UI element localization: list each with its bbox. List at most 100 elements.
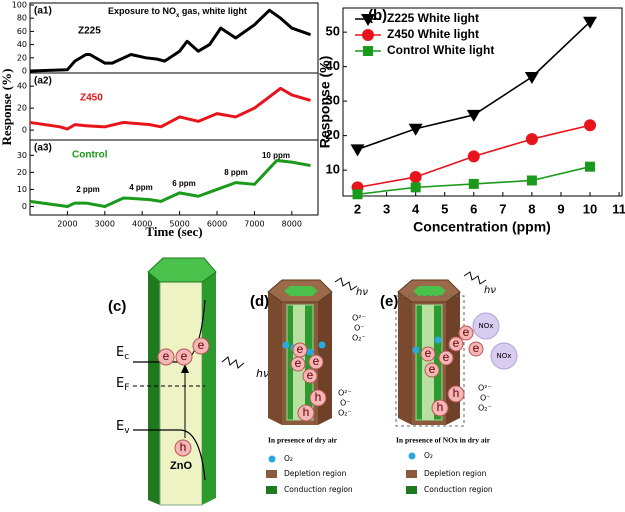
annotation-part: Exposure to NO [108, 6, 176, 16]
diagram-c: (c) Ec EF Ev e e e h ZnO hν [108, 257, 269, 506]
o2-dot [306, 348, 314, 356]
diagram-d: (d) e e e e h h O²⁻ O⁻ O₂⁻ O²⁻ O⁻ O₂⁻ hν… [250, 277, 368, 494]
legend-label: Z450 White light [387, 27, 479, 41]
hole-label: h [437, 400, 444, 414]
panel-label: (a3) [34, 143, 52, 154]
hole [309, 389, 327, 407]
electron-label: e [473, 341, 480, 355]
subscript: F [124, 383, 129, 393]
photon-wave [463, 271, 487, 285]
y-tick-label: 60 [17, 27, 27, 36]
y-tick-label: 30 [17, 151, 27, 160]
marker [525, 133, 538, 146]
legend-swatch [268, 455, 276, 463]
ec-label: Ec [116, 345, 129, 362]
o2-dot [434, 336, 442, 344]
ef-label: EF [116, 376, 129, 393]
y-tick-label: 80 [17, 14, 27, 23]
valence-band [133, 429, 206, 481]
marker [524, 71, 539, 84]
species-label: O⁻ [340, 399, 351, 408]
core-top [413, 286, 446, 296]
marker [467, 150, 480, 163]
annotation: 8 ppm [224, 168, 248, 177]
electron [290, 356, 306, 372]
x-tick-label: 11 [612, 201, 625, 216]
hole [431, 399, 449, 417]
diagram-e: (e) e e e e e e h h NOx NOx O²⁻ O⁻ O₂⁻ h… [380, 271, 518, 494]
marker [409, 171, 422, 184]
x-tick-label: 4 [412, 201, 420, 216]
species-label: O²⁻ [478, 384, 492, 393]
legend-swatch [266, 470, 277, 478]
depletion-outline [395, 295, 465, 427]
electron [468, 341, 484, 357]
e-symbol: E [116, 419, 124, 434]
y-tick-label: 30 [326, 93, 340, 108]
y-tick-label: 40 [326, 58, 340, 73]
panel-label: (e) [380, 293, 398, 310]
electron [157, 348, 175, 366]
marker [585, 161, 596, 172]
hole-label: h [180, 440, 187, 454]
prism-side [398, 292, 412, 425]
photon-label: hν [256, 367, 269, 380]
data-line [29, 8, 312, 73]
marker [468, 178, 479, 189]
plot-frame [29, 139, 319, 216]
marker [408, 123, 423, 136]
x-tick-label: 8 [528, 201, 535, 216]
electron-label: e [307, 368, 314, 382]
legend-marker [361, 14, 375, 26]
o2-dot [318, 341, 326, 349]
annotation: 6 ppm [172, 179, 196, 188]
subscript: v [124, 426, 130, 436]
nox-molecule [490, 342, 518, 370]
hole-label: h [315, 390, 322, 404]
e-symbol: E [116, 345, 124, 360]
species-label: O²⁻ [352, 314, 366, 323]
electron [192, 337, 210, 355]
x-tick-label: 6 [470, 201, 477, 216]
y-tick-label: 10 [17, 185, 27, 194]
legend-label: Z225 White light [387, 11, 479, 25]
marker [583, 16, 598, 29]
o2-dot [412, 346, 420, 354]
series-label: Z225 [78, 26, 101, 37]
y-tick-label: 40 [17, 40, 27, 49]
hole-label: h [303, 405, 310, 419]
prism-top [147, 257, 217, 283]
series-label: Z450 [80, 93, 103, 104]
species-label: O₂⁻ [352, 334, 366, 343]
legend-title: In presence of dry air [268, 436, 338, 445]
annotation-part: gas, white light [179, 6, 247, 16]
electron [175, 348, 193, 366]
x-tick-label: 7000 [244, 220, 264, 229]
species-label: O²⁻ [338, 389, 352, 398]
hole [297, 404, 315, 422]
legend-item: Depletion region [284, 469, 347, 478]
hole [447, 385, 465, 403]
electron-label: e [443, 350, 450, 364]
hole-label: h [453, 386, 460, 400]
plot-frame [342, 7, 623, 197]
x-tick-label: 2 [354, 201, 361, 216]
electron-label: e [429, 362, 436, 376]
electron [420, 346, 436, 362]
photon-wave [334, 277, 358, 291]
prism-side [148, 272, 160, 505]
legend-item: O₂ [284, 454, 293, 463]
subscript: c [124, 352, 129, 362]
x-tick-label: 3000 [95, 220, 115, 229]
marker [584, 119, 597, 132]
y-tick-label: 50 [326, 24, 340, 39]
panel-label: (a1) [34, 6, 52, 17]
ev-label: Ev [116, 419, 130, 436]
data-line [29, 158, 311, 208]
panel-label: (d) [250, 293, 269, 310]
legend-swatch [408, 452, 416, 460]
electron-label: e [463, 325, 470, 339]
legend-swatch [406, 486, 417, 494]
y-tick-label: 0 [22, 202, 27, 211]
